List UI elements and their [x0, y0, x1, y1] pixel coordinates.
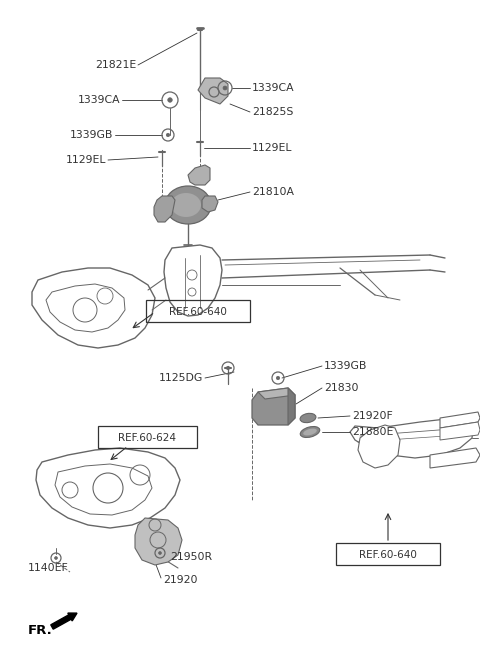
Polygon shape — [258, 388, 295, 399]
Text: 1129EL: 1129EL — [252, 143, 292, 153]
Text: 1129EL: 1129EL — [65, 155, 106, 165]
Circle shape — [55, 556, 58, 560]
Circle shape — [158, 552, 161, 554]
Text: REF.60-640: REF.60-640 — [359, 550, 417, 560]
Text: 1339GB: 1339GB — [324, 361, 367, 371]
Text: 1339CA: 1339CA — [77, 95, 120, 105]
FancyArrow shape — [51, 613, 77, 629]
Ellipse shape — [300, 426, 320, 438]
Text: 21920F: 21920F — [352, 411, 393, 421]
Polygon shape — [198, 78, 228, 104]
Polygon shape — [55, 464, 152, 515]
Circle shape — [168, 98, 172, 102]
Polygon shape — [252, 388, 295, 425]
Polygon shape — [36, 448, 180, 528]
Ellipse shape — [303, 428, 317, 436]
Ellipse shape — [165, 186, 211, 224]
Polygon shape — [350, 415, 474, 458]
Text: 21821E: 21821E — [95, 60, 136, 70]
Polygon shape — [440, 412, 480, 428]
Text: 21810A: 21810A — [252, 187, 294, 197]
Polygon shape — [46, 284, 125, 332]
Text: REF.60-624: REF.60-624 — [118, 433, 176, 443]
Text: FR.: FR. — [28, 623, 53, 636]
Polygon shape — [430, 448, 480, 468]
Text: 21825S: 21825S — [252, 107, 293, 117]
Polygon shape — [154, 196, 175, 222]
Ellipse shape — [300, 413, 316, 422]
Circle shape — [227, 366, 230, 370]
Polygon shape — [188, 165, 210, 185]
Text: 21880E: 21880E — [352, 427, 394, 437]
Polygon shape — [440, 422, 480, 440]
Text: 21920: 21920 — [163, 575, 197, 585]
Polygon shape — [202, 196, 218, 212]
Polygon shape — [32, 268, 155, 348]
Circle shape — [223, 86, 227, 90]
Text: REF.60-640: REF.60-640 — [169, 307, 227, 317]
Ellipse shape — [171, 193, 201, 217]
Circle shape — [166, 133, 170, 136]
Text: 1140EF: 1140EF — [28, 563, 69, 573]
Polygon shape — [135, 518, 182, 565]
Polygon shape — [358, 425, 400, 468]
Text: 1339CA: 1339CA — [252, 83, 295, 93]
Polygon shape — [164, 245, 222, 316]
Text: 21830: 21830 — [324, 383, 359, 393]
Polygon shape — [288, 388, 295, 425]
Circle shape — [276, 377, 280, 380]
Text: 1125DG: 1125DG — [159, 373, 203, 383]
Text: 1339GB: 1339GB — [70, 130, 113, 140]
Text: 21950R: 21950R — [170, 552, 212, 562]
